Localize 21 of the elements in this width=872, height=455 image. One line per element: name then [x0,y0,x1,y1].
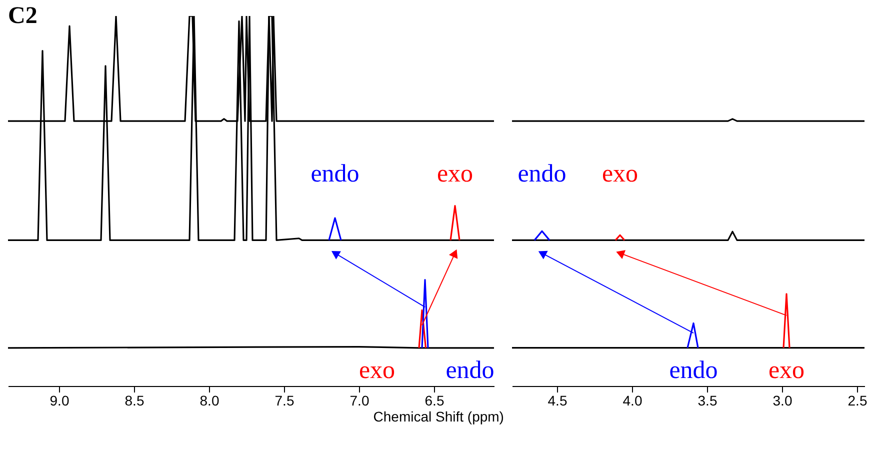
x-tick-label: 4.5 [548,392,568,408]
x-tick-label: 7.0 [350,392,370,408]
annotation: endo [446,357,494,384]
x-axis-title: Chemical Shift (ppm) [373,408,504,424]
x-tick-label: 4.0 [622,392,642,408]
x-tick-label: 9.0 [50,392,70,408]
annotation: endo [310,160,360,188]
x-tick-label: 6.5 [424,392,444,408]
x-tick-label: 7.5 [274,392,294,408]
annotation: exo [436,160,474,188]
annotation: exo [602,160,638,188]
x-tick-label: 3.5 [698,392,718,408]
chart-title: C2 [8,3,38,29]
x-tick-label: 3.0 [772,392,792,408]
annotation: exo [768,357,805,384]
x-tick-label: 2.5 [848,392,868,408]
x-tick-label: 8.0 [200,392,220,408]
annotation: endo [669,357,718,384]
annotation: endo [518,160,566,188]
annotation: exo [358,357,396,384]
x-tick-label: 8.5 [124,392,144,408]
